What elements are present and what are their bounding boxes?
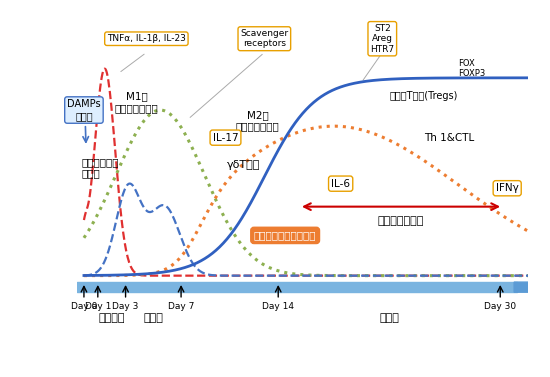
Text: Day 1: Day 1: [85, 302, 111, 311]
Text: 制御性T細胞(Tregs): 制御性T細胞(Tregs): [390, 91, 458, 101]
Text: 神経症状の回復: 神経症状の回復: [377, 216, 424, 226]
Text: Day 30: Day 30: [484, 302, 516, 311]
Text: IL-6: IL-6: [331, 179, 350, 188]
Text: 虚血性脳梗塞
モデル: 虚血性脳梗塞 モデル: [81, 157, 119, 178]
Text: 慢性期: 慢性期: [379, 313, 399, 323]
Text: Day 3: Day 3: [112, 302, 139, 311]
Text: IL-17: IL-17: [213, 133, 238, 143]
Text: 超急性期: 超急性期: [98, 313, 125, 323]
Text: Day 0: Day 0: [71, 302, 97, 311]
FancyArrow shape: [514, 281, 542, 293]
Text: TNFα, IL-1β, IL-23: TNFα, IL-1β, IL-23: [107, 34, 186, 43]
Text: Th 1&CTL: Th 1&CTL: [424, 133, 474, 143]
Text: M2型
マクロファージ: M2型 マクロファージ: [235, 110, 279, 132]
Text: IFNγ: IFNγ: [496, 183, 519, 193]
Text: ST2
Areg
HTR7: ST2 Areg HTR7: [370, 24, 394, 54]
Text: FOX
FOXP3: FOX FOXP3: [459, 59, 486, 78]
Text: DAMPs
の放出: DAMPs の放出: [67, 99, 101, 121]
Text: M1型
マクロファージ: M1型 マクロファージ: [115, 92, 158, 113]
Text: アストログリオーシス: アストログリオーシス: [254, 230, 316, 241]
Text: Day 14: Day 14: [262, 302, 294, 311]
Text: 急性期: 急性期: [144, 313, 163, 323]
Text: γδT細胞: γδT細胞: [227, 160, 260, 170]
Text: Scavenger
receptors: Scavenger receptors: [240, 29, 288, 48]
Text: Day 7: Day 7: [168, 302, 194, 311]
